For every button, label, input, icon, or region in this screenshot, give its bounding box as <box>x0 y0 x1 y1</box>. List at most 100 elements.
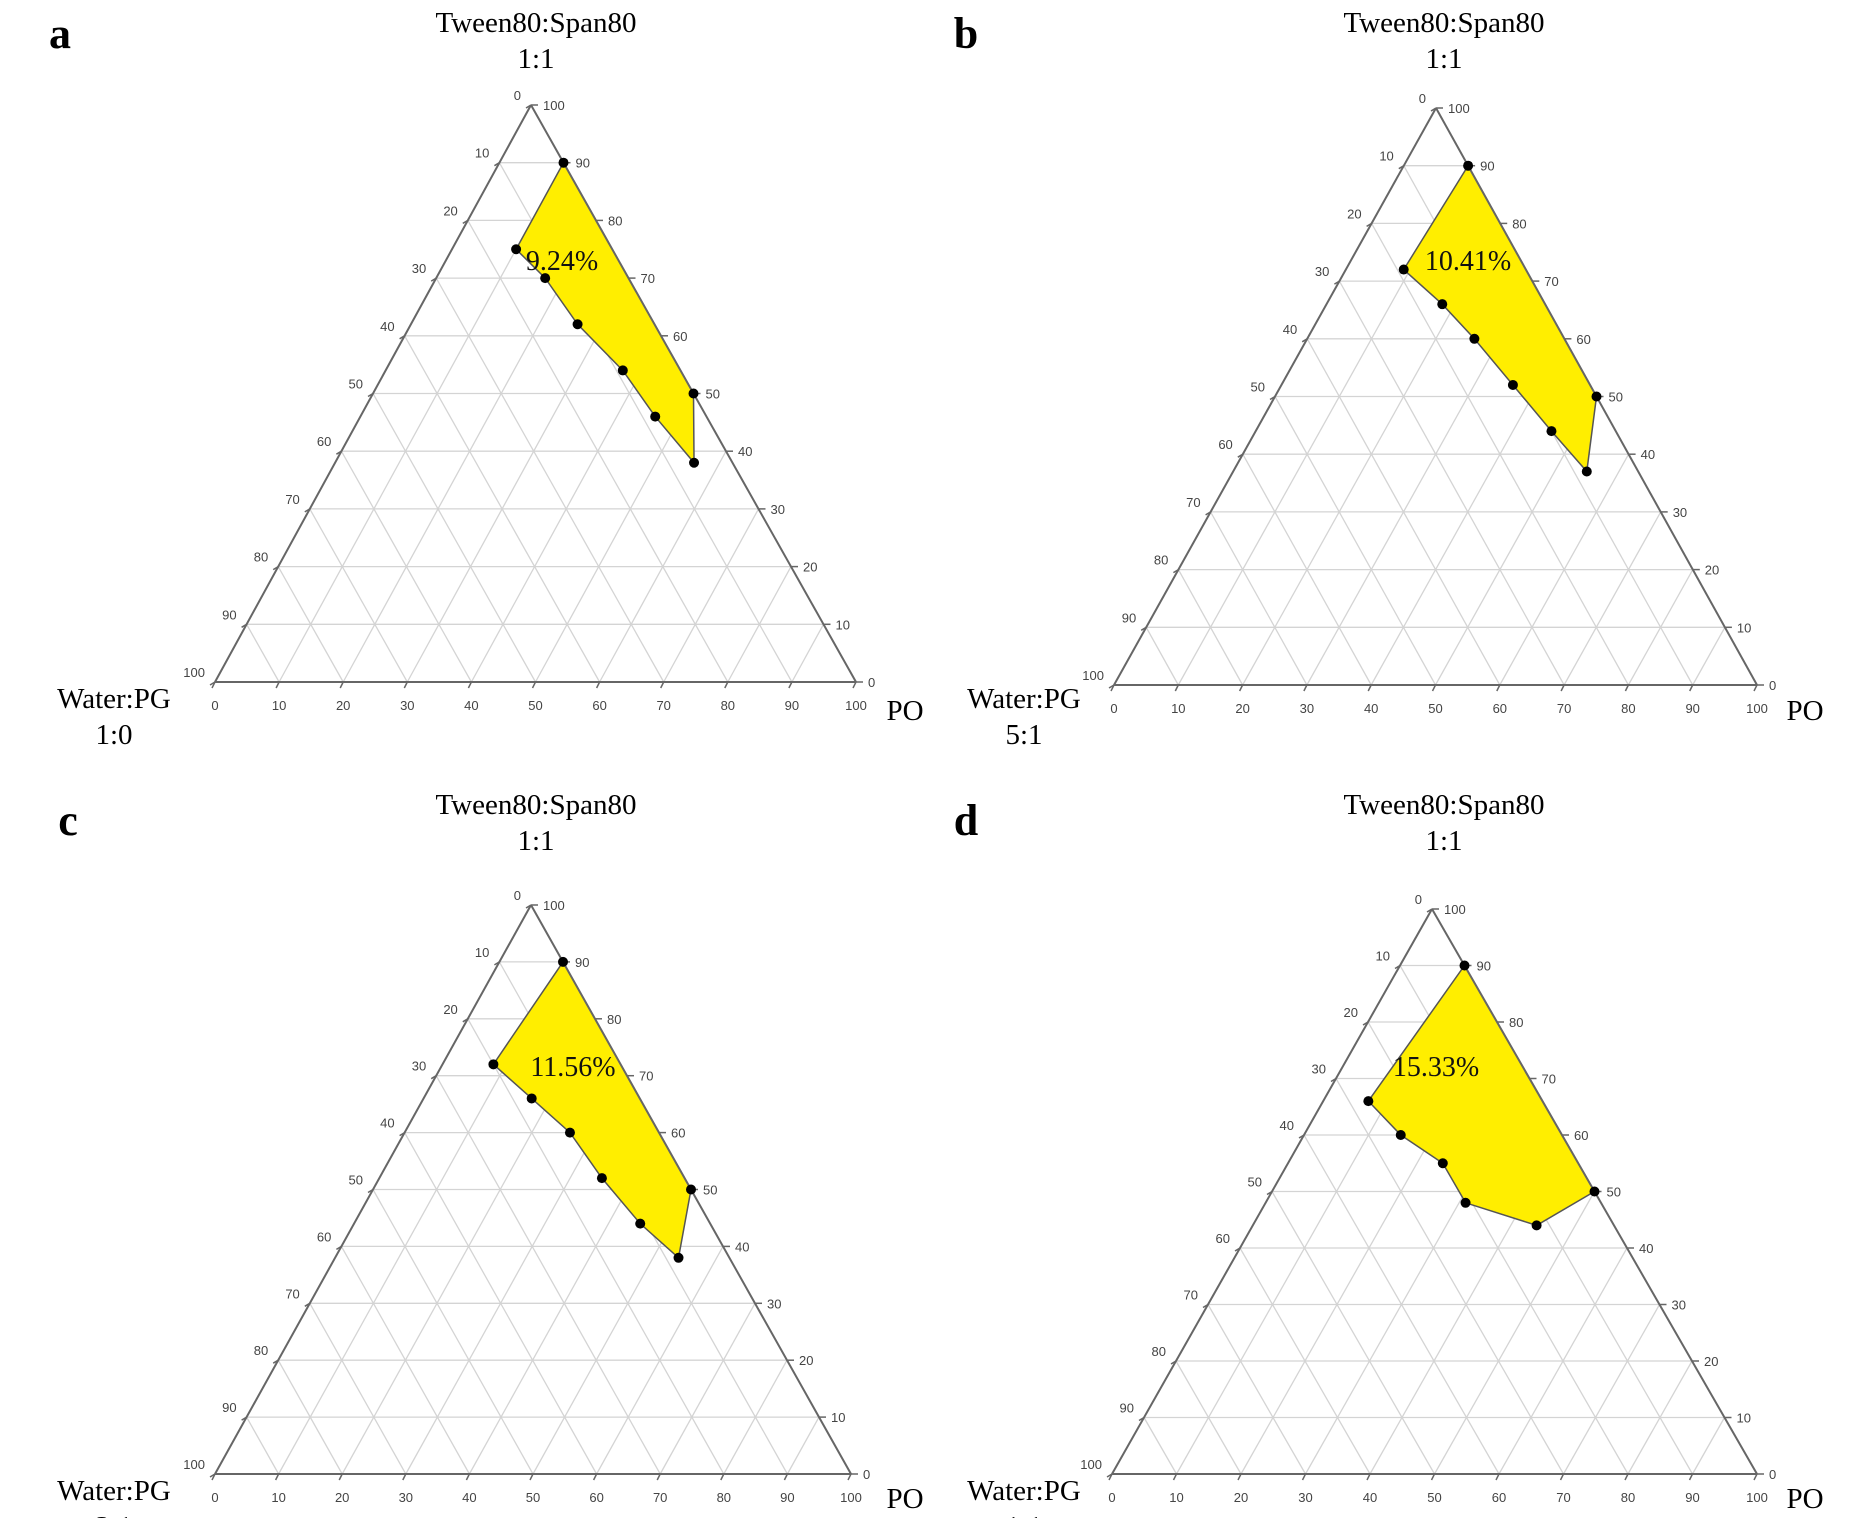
tick-bottom-100 <box>1753 1473 1758 1481</box>
tick-bottom-60 <box>592 1473 598 1481</box>
gridline-water-90 <box>1143 1417 1178 1475</box>
left-vertex-ratio: 1:1 <box>1005 1511 1042 1518</box>
tick-bottom-70 <box>1559 1473 1565 1481</box>
tick-bottom-90 <box>1689 684 1694 692</box>
microemulsion-region <box>1402 164 1598 474</box>
tick-left-100 <box>209 1473 216 1478</box>
tick-label-water: 50 <box>349 1173 363 1188</box>
tick-bottom-100 <box>847 1473 852 1481</box>
top-vertex-label: Tween80:Span80 <box>436 7 637 39</box>
tick-left-60 <box>336 450 342 455</box>
tick-label-oil: 10 <box>1169 1490 1183 1505</box>
data-point <box>564 1127 575 1138</box>
tick-bottom-40 <box>1366 1473 1371 1481</box>
tick-left-50 <box>367 1188 374 1194</box>
top-vertex-label: Tween80:Span80 <box>1344 7 1545 39</box>
tick-label-water: 30 <box>1315 264 1329 279</box>
tick-label-surfactant: 20 <box>1705 563 1719 578</box>
gridline-oil-70 <box>1563 511 1662 686</box>
tick-left-20 <box>1366 222 1372 228</box>
tick-bottom-10 <box>1174 684 1179 692</box>
left-vertex-label: Water:PG <box>57 1475 171 1507</box>
tick-label-water: 10 <box>1376 949 1390 964</box>
tick-left-40 <box>1301 338 1308 343</box>
tick-label-water: 50 <box>1251 380 1265 395</box>
tick-label-water: 30 <box>1312 1062 1326 1077</box>
tick-label-oil: 70 <box>656 698 670 713</box>
tick-left-60 <box>1234 1247 1241 1252</box>
tick-bottom-30 <box>1301 1473 1307 1481</box>
tick-label-surfactant: 20 <box>799 1353 813 1368</box>
region-percentage-label: 11.56% <box>530 1052 615 1083</box>
tick-label-oil: 20 <box>336 698 350 713</box>
tick-bottom-20 <box>339 681 344 689</box>
gridline-water-70 <box>1207 1304 1307 1475</box>
tick-label-surfactant: 80 <box>1509 1015 1523 1030</box>
tick-label-oil: 60 <box>1492 1490 1506 1505</box>
tick-label-surfactant: 20 <box>803 560 817 575</box>
tick-left-80 <box>272 1359 279 1364</box>
tick-label-water: 40 <box>1280 1118 1294 1133</box>
right-vertex-label: PO <box>886 695 923 727</box>
panel-letter: c <box>58 796 78 845</box>
tick-label-surfactant: 0 <box>1769 678 1776 693</box>
top-vertex-ratio: 1:1 <box>1425 825 1462 857</box>
data-point <box>558 956 568 967</box>
tick-left-0 <box>1430 107 1437 112</box>
tick-bottom-40 <box>467 681 473 689</box>
tick-bottom-40 <box>1367 684 1372 692</box>
tick-label-oil: 30 <box>399 1490 413 1505</box>
tick-bottom-70 <box>656 1473 661 1481</box>
gridline-oil-60 <box>596 1246 724 1475</box>
tick-label-water: 10 <box>1379 149 1393 164</box>
data-point <box>1437 299 1448 310</box>
tick-bottom-80 <box>724 681 729 689</box>
tick-label-oil: 30 <box>400 698 414 713</box>
tick-label-surfactant: 50 <box>703 1183 717 1198</box>
tick-label-water: 20 <box>443 1002 457 1017</box>
tick-label-water: 0 <box>514 88 521 103</box>
tick-label-water: 90 <box>1120 1401 1134 1416</box>
tick-bottom-50 <box>1431 684 1437 692</box>
region-percentage-label: 9.24% <box>526 246 598 277</box>
gridline-oil-80 <box>727 566 792 683</box>
tick-label-oil: 30 <box>1298 1490 1312 1505</box>
tick-label-water: 80 <box>254 550 268 565</box>
tick-left-30 <box>1330 1077 1337 1083</box>
tick-label-water: 10 <box>475 146 489 161</box>
tick-label-oil: 100 <box>1746 1490 1768 1505</box>
data-point <box>1589 1186 1600 1197</box>
tick-bottom-90 <box>783 1473 789 1481</box>
gridline-water-60 <box>1239 1247 1371 1475</box>
tick-bottom-80 <box>1624 684 1630 692</box>
tick-label-oil: 10 <box>272 698 286 713</box>
left-vertex-label: Water:PG <box>57 683 171 715</box>
tick-label-water: 60 <box>1216 1231 1230 1246</box>
tick-left-20 <box>462 1018 469 1023</box>
data-point <box>689 457 700 468</box>
tick-label-surfactant: 70 <box>1544 274 1558 289</box>
data-point <box>1398 264 1409 275</box>
tick-left-40 <box>399 1131 405 1137</box>
tick-label-surfactant: 10 <box>831 1410 845 1425</box>
tick-label-oil: 100 <box>845 698 867 713</box>
tick-label-oil: 40 <box>462 1490 476 1505</box>
top-vertex-ratio: 1:1 <box>1425 43 1462 75</box>
data-point <box>1363 1096 1374 1107</box>
tick-left-70 <box>304 1302 311 1307</box>
tick-label-surfactant: 30 <box>767 1296 781 1311</box>
tick-label-surfactant: 40 <box>735 1239 749 1254</box>
tick-bottom-20 <box>1238 684 1244 692</box>
data-point <box>596 1173 607 1184</box>
tick-label-water: 0 <box>1415 892 1422 907</box>
tick-label-water: 10 <box>475 945 489 960</box>
gridline-water-30 <box>1338 280 1565 686</box>
right-vertex-label: PO <box>886 1483 923 1515</box>
tick-bottom-10 <box>1172 1473 1178 1481</box>
tick-label-oil: 10 <box>271 1490 285 1505</box>
gridline-water-50 <box>1274 396 1437 686</box>
tick-label-oil: 90 <box>1685 1490 1699 1505</box>
panel-letter: b <box>954 9 978 58</box>
tick-left-90 <box>241 1416 247 1421</box>
top-vertex-label: Tween80:Span80 <box>1344 789 1545 821</box>
